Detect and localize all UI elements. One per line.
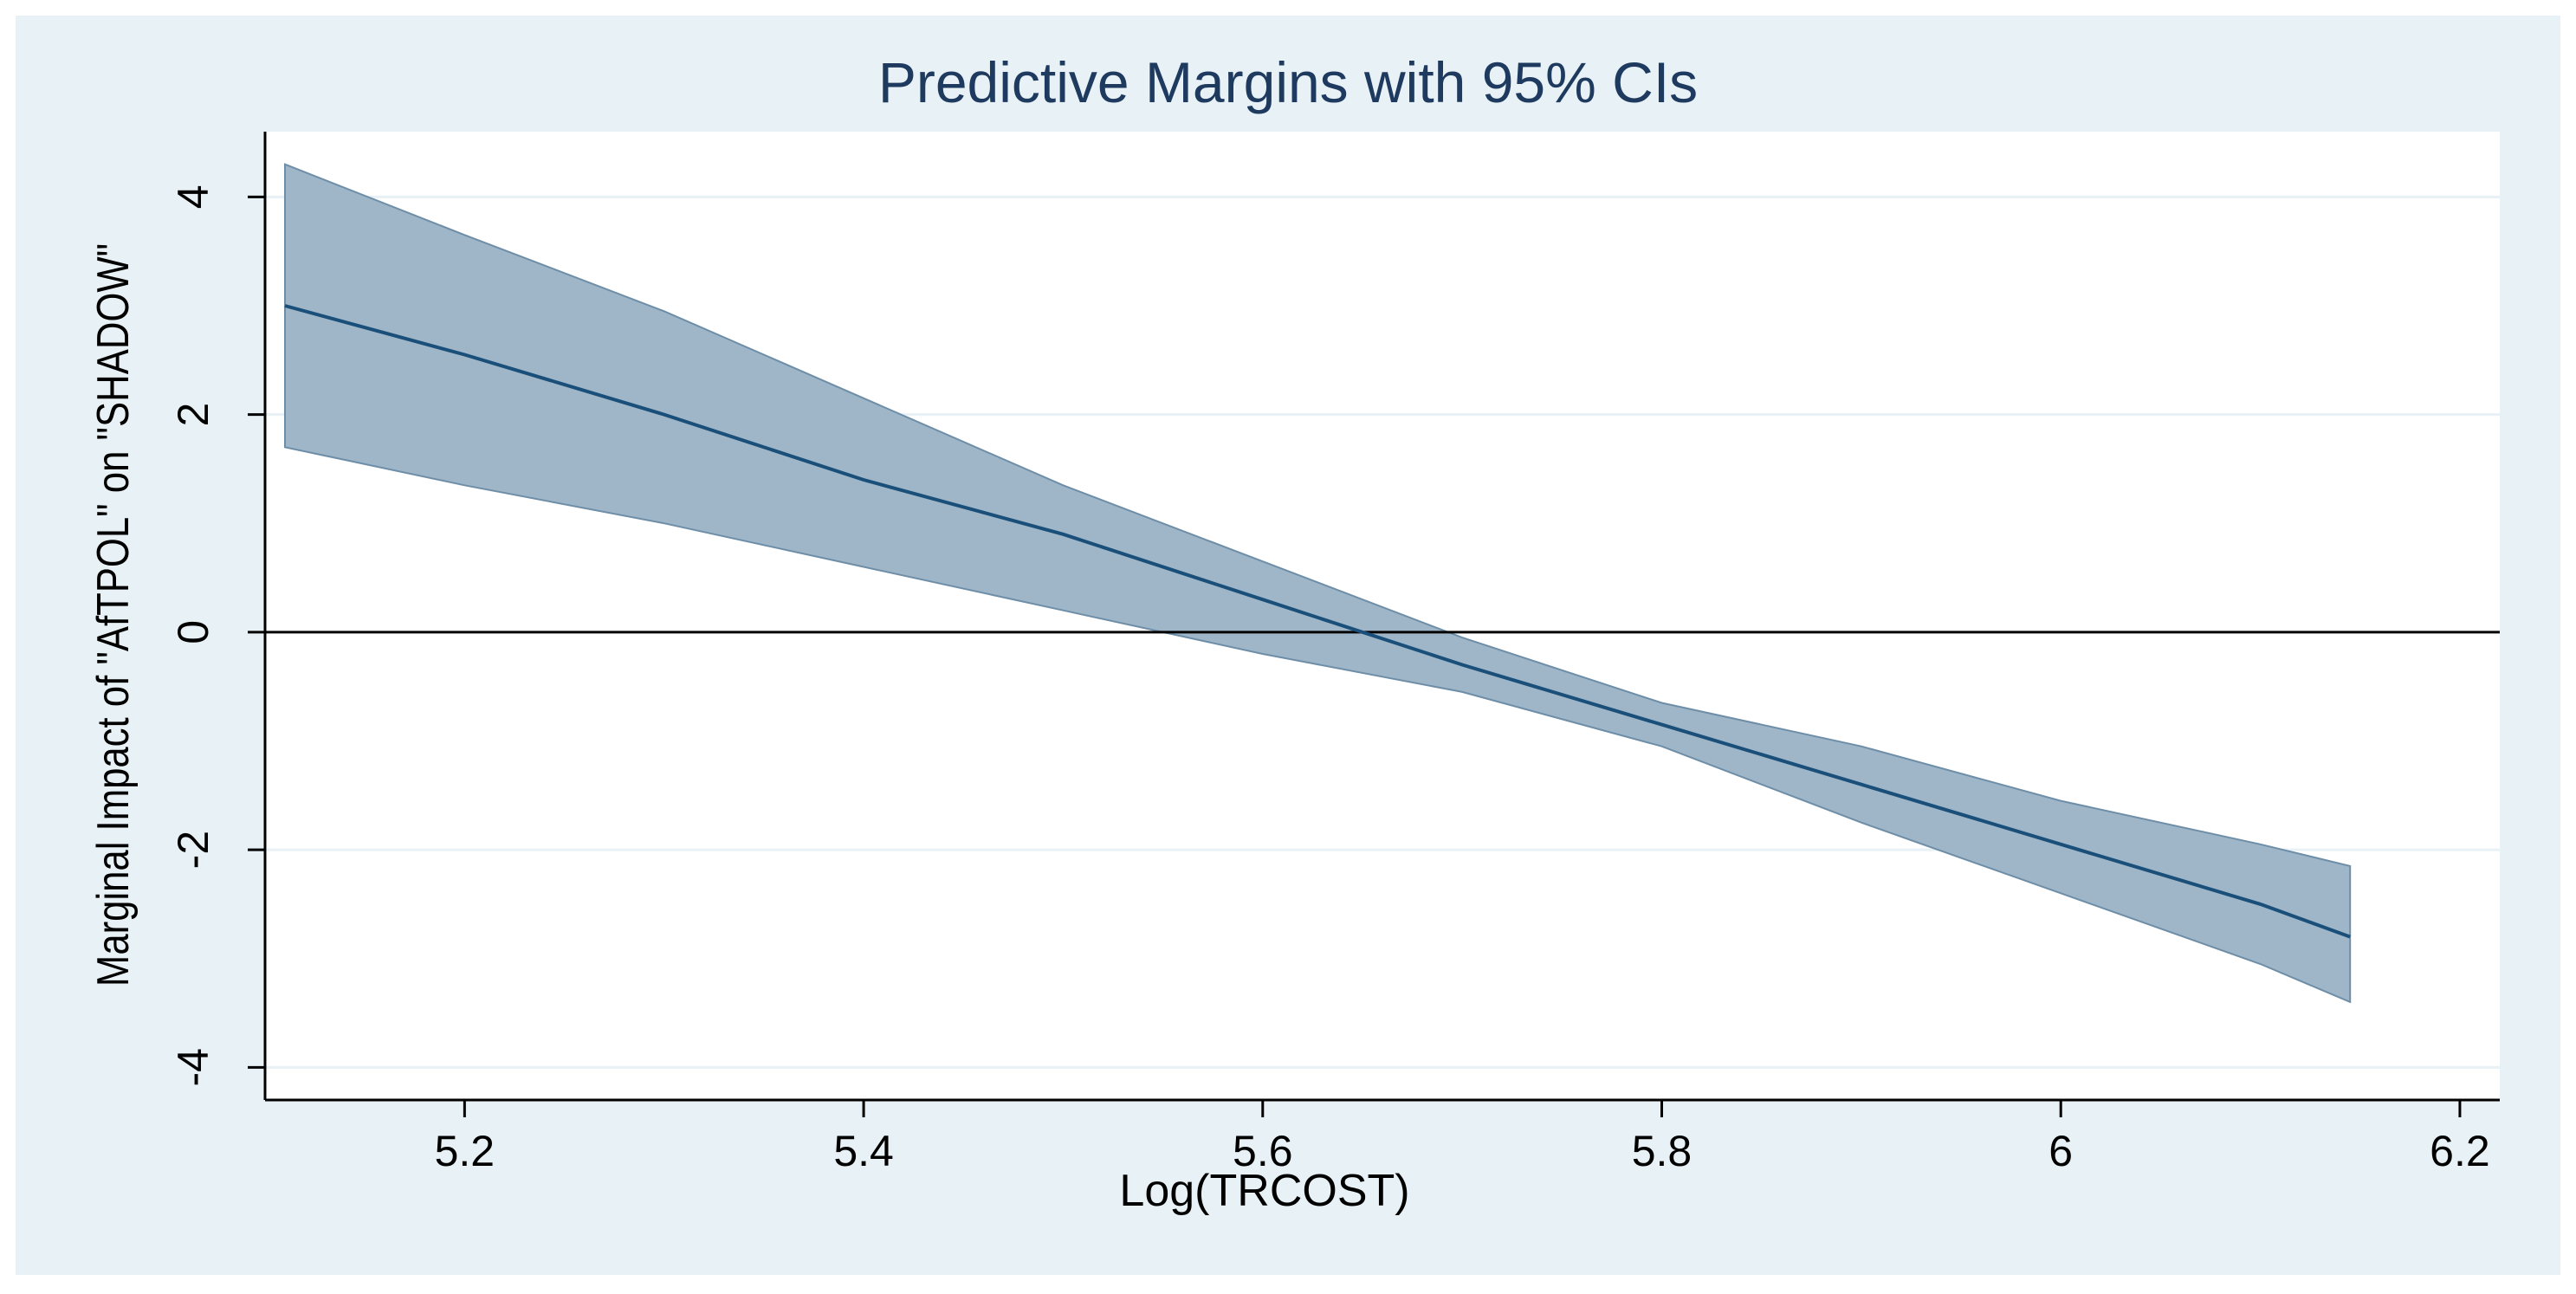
margin-line xyxy=(284,304,2351,939)
x-tick-label: 5.6 xyxy=(1233,1127,1293,1175)
x-tick-label: 6.2 xyxy=(2430,1127,2490,1175)
y-tick-label: -4 xyxy=(169,1048,217,1086)
x-tick-label: 5.2 xyxy=(435,1127,495,1175)
y-tick-label: -2 xyxy=(169,831,217,869)
chart-title: Predictive Margins with 95% CIs xyxy=(878,50,1698,114)
y-axis-title: Marginal Impact of "AfTPOL" on "SHADOW" xyxy=(89,243,139,987)
ci-band xyxy=(284,163,2352,1004)
x-tick-label: 5.8 xyxy=(1632,1127,1693,1175)
y-tick-label: 4 xyxy=(169,184,217,209)
y-tick-label: 0 xyxy=(169,620,217,644)
x-tick-label: 5.4 xyxy=(833,1127,894,1175)
x-axis-title: Log(TRCOST) xyxy=(1119,1166,1409,1216)
axes xyxy=(263,132,2500,1102)
x-tick-label: 6 xyxy=(2049,1127,2073,1175)
x-axis-ticks: 5.2 5.4 5.6 5.8 6 6.2 xyxy=(435,1100,2490,1175)
y-tick-label: 2 xyxy=(169,403,217,427)
y-axis-ticks: 4 2 0 -2 -4 xyxy=(169,184,265,1087)
